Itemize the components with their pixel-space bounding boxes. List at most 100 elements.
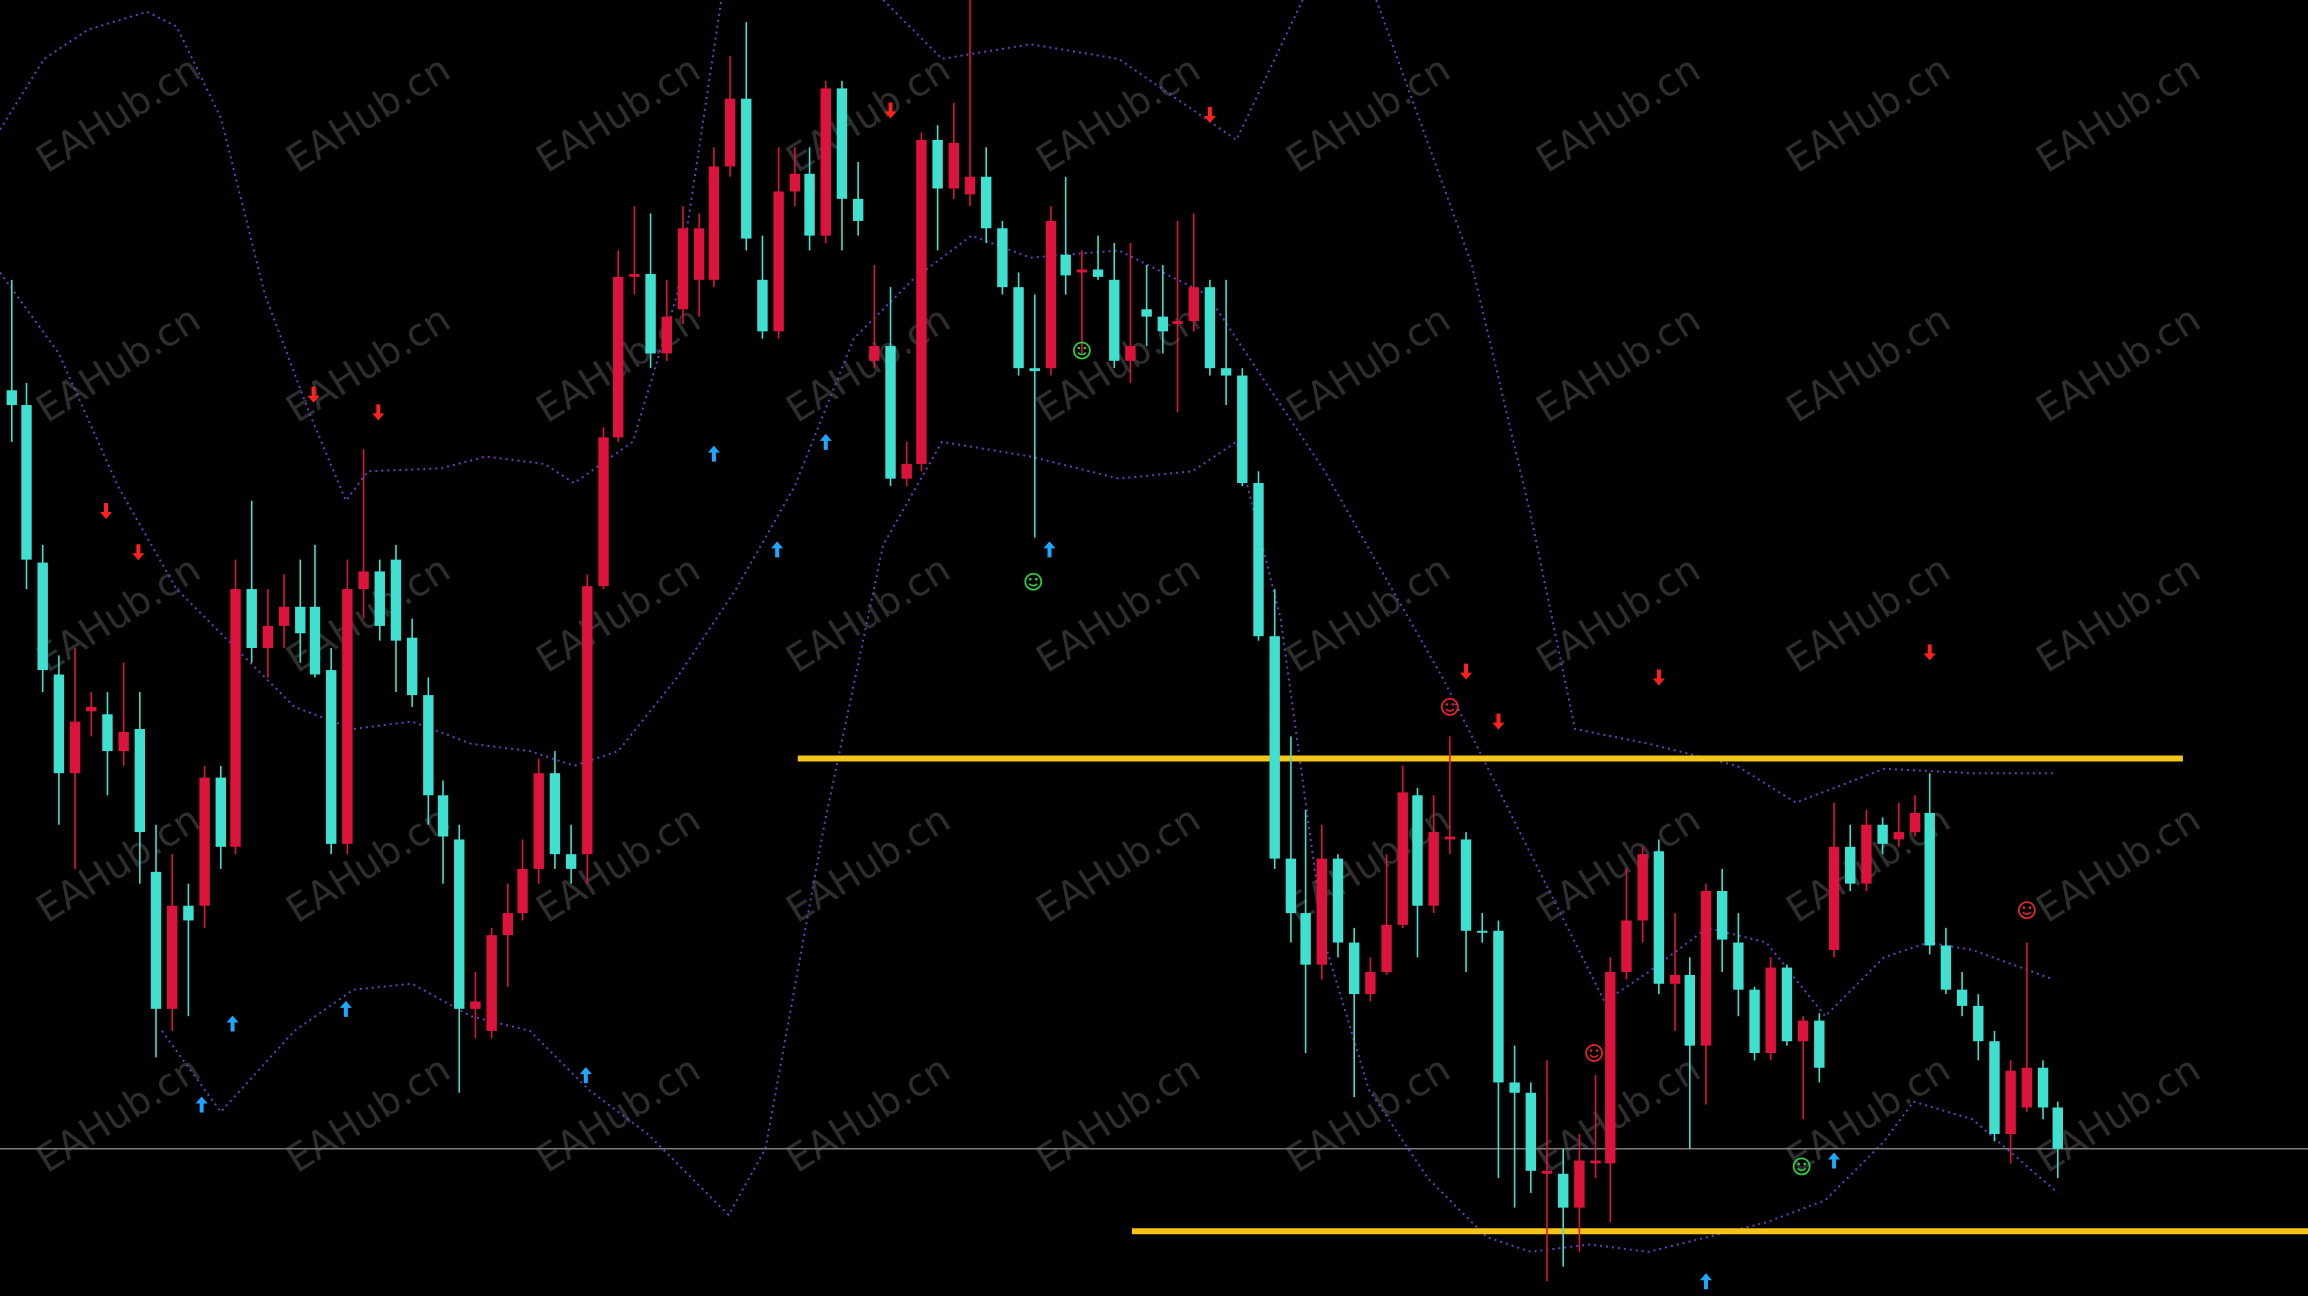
signal-up (339, 1000, 352, 1017)
candle-body (1285, 858, 1297, 914)
watermark: EAHub.cn (1528, 297, 1707, 432)
candle-body (517, 868, 528, 914)
candle-body (1909, 812, 1921, 833)
watermark: EAHub.cn (278, 797, 457, 932)
candle-body (1525, 1092, 1537, 1171)
candle-body (1605, 972, 1616, 1164)
watermark: EAHub.cn (278, 1047, 457, 1182)
candle-body (1029, 368, 1040, 372)
smiley-eye (1595, 1049, 1599, 1052)
watermark: EAHub.cn (778, 797, 957, 932)
candle-body (325, 670, 337, 844)
candle-body (885, 346, 896, 479)
candle-body (613, 276, 624, 438)
watermark: EAHub.cn (1528, 47, 1707, 182)
candle-body (1541, 1170, 1553, 1174)
candle-body (230, 589, 241, 847)
candle-body (37, 562, 48, 671)
arrow (1203, 106, 1216, 123)
signal-down (1923, 644, 1936, 661)
signal-up (1043, 541, 1056, 558)
candle-body (1590, 1160, 1601, 1164)
candle-body (390, 559, 402, 641)
candle-body (1365, 972, 1376, 995)
candle-body (1381, 924, 1392, 972)
watermark: EAHub.cn (278, 47, 457, 182)
candle-body (1493, 930, 1504, 1083)
candle-body (1269, 636, 1280, 859)
watermark: EAHub.cn (2028, 47, 2207, 182)
candle-body (1092, 269, 1104, 277)
signal-smile (1585, 1044, 1604, 1062)
arrow (1652, 669, 1665, 686)
candle-body (1157, 316, 1169, 332)
watermark: EAHub.cn (28, 1047, 207, 1182)
smiley-mouth (2022, 911, 2032, 915)
candle-body (932, 139, 943, 189)
candle-body (789, 173, 801, 192)
smiley-mouth (1077, 351, 1087, 356)
candle-body (454, 839, 465, 1009)
candle-body (215, 777, 226, 847)
watermark: EAHub.cn (778, 297, 957, 432)
candle-body (150, 871, 162, 1009)
watermark: EAHub.cn (1528, 1047, 1707, 1182)
signal-down (1203, 106, 1216, 123)
signal-smile (1024, 572, 1043, 591)
signal-up (1699, 1273, 1712, 1290)
candle-body (741, 98, 752, 239)
candle-body (804, 173, 815, 236)
bollinger-band (1375, 0, 2054, 804)
candle-body (1716, 891, 1728, 940)
candle-body (1733, 942, 1744, 990)
watermark: EAHub.cn (1028, 47, 1207, 182)
candle-body (102, 714, 113, 752)
candle-body (1893, 832, 1905, 840)
candle-body (661, 316, 672, 354)
smiley-eye (1029, 577, 1032, 581)
arrow (195, 1096, 208, 1113)
watermark: EAHub.cn (1528, 797, 1707, 932)
candle-body (69, 721, 81, 774)
signal-down (307, 386, 320, 403)
signal-smile (1440, 698, 1459, 716)
candle-body (533, 773, 544, 869)
smiley-eye (2022, 906, 2026, 909)
candle-body (134, 729, 146, 833)
watermark: EAHub.cn (1778, 547, 1957, 682)
candle-body (295, 606, 306, 634)
candle-body (1141, 309, 1152, 317)
watermark: EAHub.cn (778, 547, 957, 682)
candle-body (645, 273, 656, 354)
candle-body (1956, 989, 1968, 1006)
candle-body (2021, 1067, 2033, 1108)
smiley-eye (1797, 1162, 1800, 1166)
candle-body (1300, 913, 1311, 965)
arrow (307, 386, 320, 403)
arrow (1492, 713, 1505, 730)
candle-body (470, 1001, 481, 1009)
candle-body (1989, 1041, 2000, 1134)
candle-body (869, 346, 880, 361)
arrow (579, 1067, 592, 1084)
candle-body (836, 88, 848, 199)
smiley-eye (1451, 703, 1455, 706)
candle-body (2052, 1107, 2063, 1149)
arrow (339, 1000, 352, 1017)
candle-body (724, 98, 736, 167)
smiley-eye (1445, 703, 1449, 706)
smiley-eye (1803, 1162, 1806, 1166)
candle-body (549, 773, 561, 855)
candle-body (183, 905, 194, 921)
signal-up (707, 445, 720, 462)
arrow (884, 102, 897, 119)
watermark: EAHub.cn (528, 47, 707, 182)
candle-body (1397, 792, 1408, 925)
candle-body (1700, 891, 1712, 1046)
signal-down (884, 102, 897, 119)
watermarks: EAHub.cn EAHub.cn EAHub.cn EAHub.cn EAHub.cn… (28, 47, 2207, 1182)
watermark: EAHub.cn (2028, 797, 2207, 932)
watermark: EAHub.cn (1278, 47, 1457, 182)
candle-body (757, 279, 768, 332)
